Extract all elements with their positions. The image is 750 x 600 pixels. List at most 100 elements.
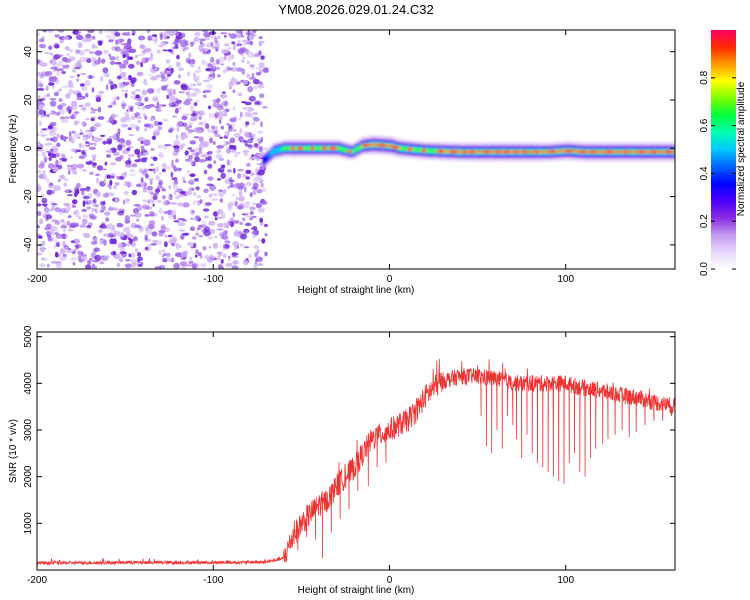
noise-speckle [193, 102, 198, 107]
noise-speckle [71, 204, 77, 208]
noise-speckle [174, 195, 181, 200]
noise-speckle [244, 222, 252, 227]
noise-speckle [80, 86, 88, 92]
noise-speckle [37, 252, 42, 256]
noise-speckle [170, 257, 175, 263]
noise-speckle [88, 51, 95, 55]
noise-speckle [54, 220, 61, 225]
noise-speckle [89, 257, 93, 260]
noise-speckle [236, 33, 242, 39]
noise-speckle [47, 235, 51, 242]
noise-speckle [137, 252, 142, 257]
noise-speckle [185, 98, 193, 102]
ridge-cell [371, 143, 375, 146]
noise-speckle [44, 142, 53, 146]
noise-speckle [236, 43, 243, 47]
noise-speckle [231, 66, 238, 72]
noise-speckle [128, 134, 134, 137]
y-tick-label: 0 [23, 145, 34, 151]
ridge-cell [267, 152, 272, 159]
noise-speckle [195, 215, 200, 220]
noise-speckle [195, 233, 199, 236]
ridge-cell [619, 150, 623, 154]
ridge-cell [476, 150, 480, 153]
noise-speckle [182, 176, 185, 182]
noise-speckle [108, 39, 114, 43]
noise-speckle [68, 170, 71, 175]
noise-speckle [151, 63, 156, 69]
noise-speckle [84, 80, 91, 87]
noise-speckle [37, 80, 43, 83]
noise-speckle [227, 169, 232, 173]
noise-speckle [165, 59, 170, 64]
noise-speckle [179, 261, 188, 267]
noise-speckle [77, 136, 81, 140]
noise-speckle [73, 211, 78, 215]
noise-speckle [160, 104, 163, 108]
noise-speckle [203, 169, 208, 175]
noise-speckle [219, 93, 228, 99]
ridge-peak [514, 150, 519, 154]
noise-speckle [221, 91, 226, 94]
noise-speckle [240, 138, 244, 143]
ridge-cell [429, 148, 433, 153]
ridge-cell [466, 150, 470, 154]
ridge-cell [500, 150, 504, 154]
noise-speckle [141, 81, 147, 84]
noise-speckle [246, 138, 254, 144]
ridge-cell [434, 149, 438, 154]
noise-speckle [146, 189, 152, 194]
noise-speckle [153, 120, 160, 127]
noise-speckle [193, 178, 199, 182]
snr-ylabel: SNR (10 * v/v) [8, 419, 19, 483]
noise-speckle [145, 206, 153, 210]
ridge-cell [587, 150, 591, 154]
noise-speckle [217, 74, 221, 78]
noise-speckle [148, 168, 154, 171]
noise-speckle [108, 53, 112, 58]
ridge-cell [352, 149, 356, 153]
noise-speckle [254, 100, 261, 105]
noise-speckle [173, 189, 177, 196]
noise-speckle [245, 176, 250, 180]
noise-speckle [215, 112, 219, 117]
ridge-cell [326, 146, 330, 151]
noise-speckle [185, 57, 191, 64]
noise-speckle [224, 43, 230, 47]
noise-speckle [168, 185, 172, 190]
noise-speckle [37, 133, 40, 137]
noise-speckle [148, 220, 156, 227]
noise-speckle [223, 222, 230, 228]
ridge-cell [527, 150, 531, 154]
noise-speckle [232, 47, 236, 51]
noise-speckle [101, 255, 104, 259]
noise-speckle [81, 169, 88, 172]
noise-speckle [112, 100, 117, 106]
noise-speckle [195, 249, 199, 255]
ridge-peak [361, 143, 370, 148]
noise-speckle [47, 125, 53, 130]
ridge-cell [286, 146, 290, 151]
noise-speckle [74, 120, 80, 124]
noise-speckle [204, 119, 207, 126]
ridge-peak [503, 150, 510, 154]
noise-speckle [107, 105, 113, 108]
noise-speckle [94, 204, 99, 208]
noise-speckle [229, 183, 235, 188]
noise-speckle [152, 34, 158, 37]
noise-speckle [62, 176, 67, 180]
noise-speckle [232, 241, 240, 247]
noise-speckle [37, 170, 43, 174]
noise-speckle [175, 97, 179, 102]
noise-speckle [251, 145, 255, 149]
noise-speckle [129, 123, 138, 129]
noise-speckle [198, 122, 205, 126]
noise-speckle [204, 36, 211, 41]
ridge-peak [578, 150, 586, 154]
noise-speckle [244, 186, 247, 193]
ridge-cell [344, 148, 348, 153]
noise-speckle [198, 147, 203, 153]
noise-speckle [85, 33, 92, 40]
noise-speckle [223, 100, 229, 107]
noise-speckle [244, 230, 249, 234]
